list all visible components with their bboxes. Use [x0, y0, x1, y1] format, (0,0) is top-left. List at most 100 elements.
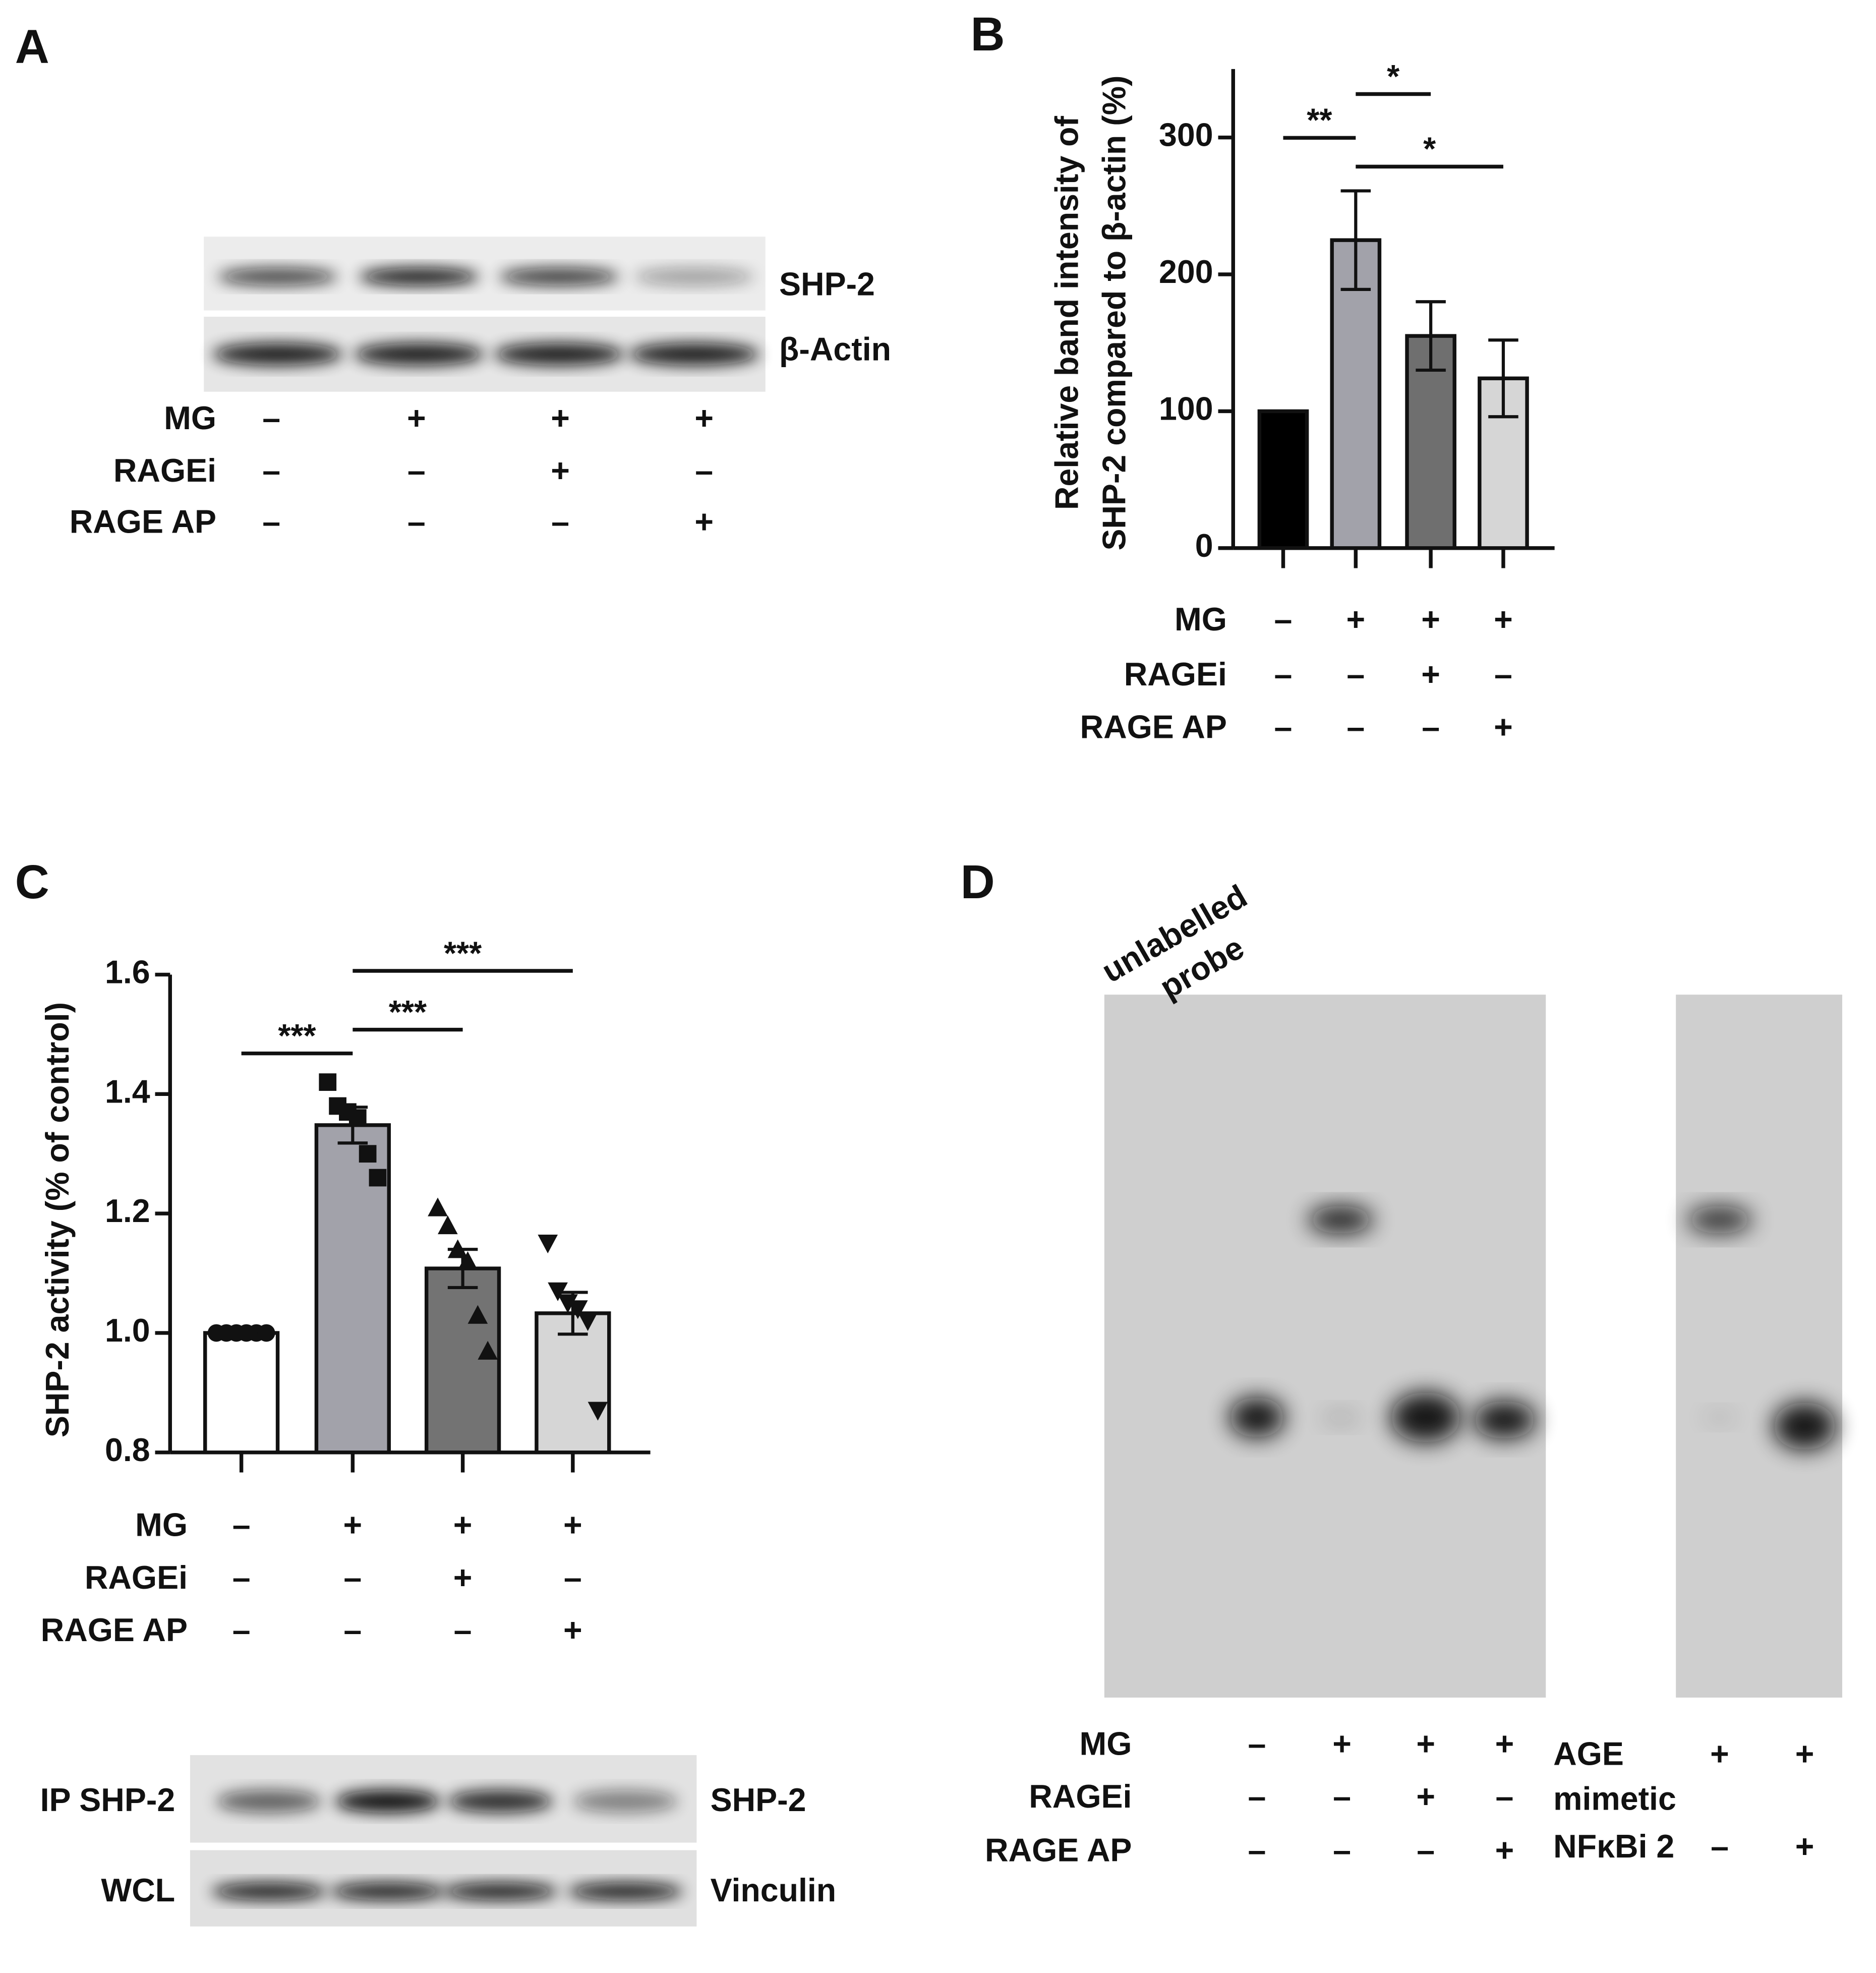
- band: [1229, 1397, 1284, 1438]
- condition-sign: +: [1795, 1828, 1814, 1865]
- condition-label: RAGE AP: [1080, 709, 1227, 745]
- condition-sign: +: [1421, 656, 1440, 692]
- condition-sign: –: [1346, 709, 1365, 745]
- band: [1390, 1392, 1461, 1442]
- condition-sign: –: [1274, 656, 1293, 692]
- condition-sign: +: [453, 1507, 473, 1543]
- condition-sign: +: [1495, 1726, 1514, 1762]
- data-point: [319, 1073, 337, 1091]
- condition-label: RAGEi: [113, 452, 216, 489]
- band: [212, 343, 343, 366]
- data-point: [457, 1251, 478, 1270]
- band-label: SHP-2: [711, 1782, 806, 1818]
- condition-sign: +: [1416, 1726, 1435, 1762]
- data-point: [257, 1324, 275, 1342]
- band: [494, 343, 624, 366]
- condition-sign: –: [1248, 1778, 1266, 1815]
- significance-label: *: [1423, 131, 1436, 167]
- bar: [314, 1123, 391, 1455]
- condition-sign: +: [563, 1612, 582, 1648]
- condition-label: AGE: [1553, 1735, 1624, 1772]
- condition-sign: –: [1274, 709, 1293, 745]
- condition-label: mimetic: [1553, 1781, 1676, 1817]
- band-label: β-Actin: [779, 331, 891, 367]
- band: [1320, 1409, 1361, 1426]
- condition-sign: –: [1248, 1726, 1266, 1762]
- band: [359, 268, 479, 285]
- condition-sign: +: [453, 1559, 473, 1596]
- condition-sign: +: [551, 452, 570, 489]
- significance-label: ***: [444, 935, 482, 971]
- condition-sign: –: [232, 1612, 251, 1648]
- condition-sign: –: [695, 452, 713, 489]
- band: [330, 1882, 445, 1900]
- band: [634, 268, 754, 285]
- condition-sign: +: [1416, 1778, 1435, 1815]
- condition-sign: +: [407, 400, 426, 436]
- condition-sign: –: [1333, 1832, 1351, 1868]
- y-tick-label: 0: [1195, 528, 1213, 564]
- band: [211, 1882, 327, 1900]
- band: [1773, 1402, 1836, 1450]
- bar: [424, 1266, 501, 1455]
- data-point: [588, 1402, 608, 1421]
- bar: [1257, 409, 1309, 550]
- condition-sign: +: [694, 504, 714, 540]
- condition-sign: +: [1421, 601, 1440, 637]
- y-tick-label: 1.0: [105, 1312, 150, 1349]
- data-point: [567, 1300, 588, 1319]
- condition-sign: –: [262, 400, 280, 436]
- gel: [1104, 995, 1546, 1698]
- condition-label: RAGE AP: [985, 1832, 1132, 1868]
- condition-sign: +: [343, 1507, 363, 1543]
- band: [1702, 1410, 1737, 1425]
- condition-sign: +: [1332, 1726, 1352, 1762]
- condition-label: NFκBi 2: [1553, 1828, 1674, 1865]
- y-axis-label: SHP-2 activity (% of control): [39, 1002, 76, 1437]
- panel-letter: B: [970, 8, 1005, 61]
- y-tick-label: 1.2: [105, 1193, 150, 1229]
- condition-sign: –: [232, 1507, 251, 1543]
- condition-sign: –: [343, 1559, 362, 1596]
- condition-sign: –: [407, 452, 426, 489]
- condition-sign: +: [1346, 601, 1365, 637]
- band: [216, 1790, 322, 1813]
- condition-sign: –: [454, 1612, 472, 1648]
- condition-sign: –: [232, 1559, 251, 1596]
- condition-sign: –: [1274, 601, 1293, 637]
- band: [335, 1790, 440, 1813]
- data-point: [438, 1215, 458, 1235]
- bar: [203, 1331, 280, 1455]
- significance-label: ***: [278, 1018, 316, 1054]
- band-label: Vinculin: [711, 1872, 837, 1908]
- band: [354, 343, 484, 366]
- condition-sign: +: [1795, 1735, 1814, 1772]
- condition-sign: –: [551, 504, 569, 540]
- y-axis-label: SHP-2 compared to β-actin (%): [1096, 75, 1133, 550]
- row-label: WCL: [101, 1872, 175, 1908]
- condition-sign: –: [1711, 1828, 1729, 1865]
- y-tick-label: 0.8: [105, 1432, 150, 1468]
- condition-label: RAGE AP: [70, 504, 216, 540]
- condition-sign: –: [262, 504, 280, 540]
- y-tick-label: 100: [1159, 390, 1213, 427]
- band: [1687, 1206, 1752, 1234]
- bar: [535, 1311, 611, 1455]
- y-tick-label: 300: [1159, 117, 1213, 153]
- bar: [1330, 238, 1382, 550]
- condition-label: MG: [1175, 601, 1227, 637]
- data-point: [478, 1341, 498, 1360]
- condition-label: RAGEi: [85, 1559, 188, 1596]
- condition-sign: –: [1422, 709, 1440, 745]
- condition-sign: +: [563, 1507, 582, 1543]
- condition-sign: +: [1495, 1832, 1514, 1868]
- y-tick-label: 1.4: [105, 1073, 150, 1110]
- y-axis-label: Relative band intensity of: [1048, 116, 1085, 510]
- data-point: [548, 1282, 568, 1301]
- condition-sign: –: [1346, 656, 1365, 692]
- panel-letter: C: [15, 855, 49, 908]
- condition-sign: +: [1710, 1735, 1729, 1772]
- significance-label: **: [1307, 102, 1332, 139]
- condition-label: MG: [1080, 1726, 1132, 1762]
